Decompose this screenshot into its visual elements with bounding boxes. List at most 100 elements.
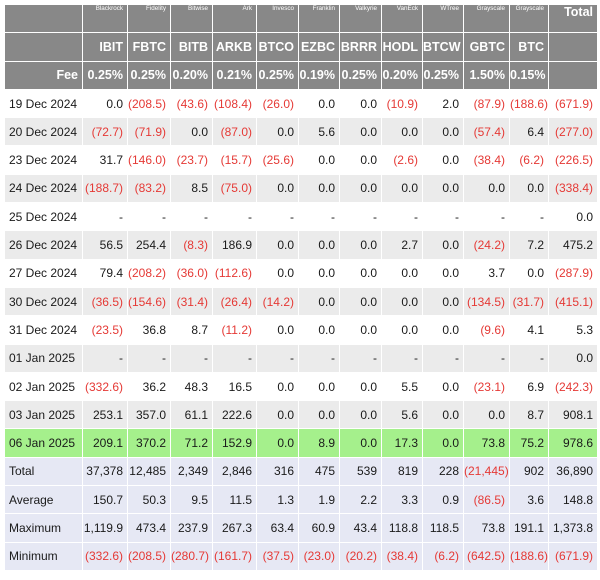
flow-cell: 0.0 — [464, 401, 509, 429]
flow-cell: 0.0 — [340, 174, 381, 203]
summary-cell: 902 — [510, 457, 548, 486]
flow-cell: 0.0 — [299, 372, 339, 401]
fee-cell: 1.50% — [464, 61, 509, 89]
flow-cell: 0.0 — [83, 89, 127, 118]
flow-cell: 0.0 — [382, 118, 422, 146]
flow-cell: 0.0 — [257, 231, 298, 259]
flow-cell: 2.0 — [423, 89, 463, 118]
table-row: 31 Dec 2024 (23.5) 36.8 8.7 (11.2) 0.0 0.0 0.0 0… — [5, 316, 597, 344]
fee-cell: 0.15% — [510, 61, 548, 89]
flow-cell: - — [128, 344, 170, 372]
issuer-header-cell: Franklin — [299, 5, 339, 33]
flow-cell: 0.0 — [299, 287, 339, 316]
summary-cell: 1,119.9 — [83, 514, 127, 542]
summary-cell: 60.9 — [299, 514, 339, 542]
summary-cell: (642.5) — [464, 542, 509, 570]
issuer-header-cell: Invesco — [257, 5, 298, 33]
flow-cell: 16.5 — [213, 372, 256, 401]
summary-cell: 2,349 — [171, 457, 212, 486]
flow-cell: - — [257, 344, 298, 372]
flow-cell: 209.1 — [83, 429, 127, 457]
flow-cell: 73.8 — [464, 429, 509, 457]
flow-cell: 152.9 — [213, 429, 256, 457]
flow-cell: 0.0 — [257, 118, 298, 146]
table-row: 30 Dec 2024 (36.5) (154.6) (31.4) (26.4) (14.… — [5, 287, 597, 316]
summary-cell: 11.5 — [213, 486, 256, 514]
flow-cell: 0.0 — [340, 146, 381, 174]
flow-cell: - — [510, 203, 548, 231]
flow-cell: 0.0 — [299, 89, 339, 118]
flow-cell: - — [257, 203, 298, 231]
flow-cell: 0.0 — [423, 316, 463, 344]
flow-cell: (36.0) — [171, 259, 212, 287]
row-date: 23 Dec 2024 — [5, 146, 82, 174]
summary-cell: 191.1 — [510, 514, 548, 542]
ticker-header-cell: IBIT — [83, 33, 127, 61]
flow-cell: 2.7 — [382, 231, 422, 259]
table-row: 03 Jan 2025 253.1 357.0 61.1 222.6 0.0 0.0 0.0 5… — [5, 401, 597, 429]
fee-cell: 0.25% — [423, 61, 463, 89]
issuer-header-cell: Grayscale — [464, 5, 509, 33]
ticker-header-cell: BITB — [171, 33, 212, 61]
flow-cell: - — [464, 344, 509, 372]
summary-cell: 237.9 — [171, 514, 212, 542]
flow-cell: 8.5 — [171, 174, 212, 203]
ticker-header-cell: GBTC — [464, 33, 509, 61]
summary-label: Average — [5, 486, 82, 514]
flow-cell: (15.7) — [213, 146, 256, 174]
flow-cell: 0.0 — [340, 401, 381, 429]
flow-cell: (10.9) — [382, 89, 422, 118]
flow-cell: (11.2) — [213, 316, 256, 344]
issuer-header-cell: Ark — [213, 5, 256, 33]
flow-cell: 79.4 — [83, 259, 127, 287]
table-row: 25 Dec 2024- - - - - - - - - - -0.0 — [5, 203, 597, 231]
ticker-header-cell: ARKB — [213, 33, 256, 61]
flow-cell: 186.9 — [213, 231, 256, 259]
flow-cell: (71.9) — [128, 118, 170, 146]
flow-cell: 0.0 — [382, 316, 422, 344]
flow-cell: 0.0 — [340, 372, 381, 401]
flow-cell: 0.0 — [382, 174, 422, 203]
flow-cell: 75.2 — [510, 429, 548, 457]
flow-cell: 0.0 — [340, 89, 381, 118]
summary-cell: (21,445) — [464, 457, 509, 486]
row-total-cell: 978.6 — [549, 429, 597, 457]
flow-cell: 31.7 — [83, 146, 127, 174]
table-row: 19 Dec 2024 0.0 (208.5) (43.6) (108.4) (26.0)… — [5, 89, 597, 118]
fee-label: Fee — [5, 61, 82, 89]
flow-cell: 6.4 — [510, 118, 548, 146]
flow-cell: 36.8 — [128, 316, 170, 344]
flow-cell: (134.5) — [464, 287, 509, 316]
flow-cell: (25.6) — [257, 146, 298, 174]
ticker-header-cell: BTC — [510, 33, 548, 61]
flow-cell: (38.4) — [464, 146, 509, 174]
flow-cell: 5.5 — [382, 372, 422, 401]
flow-cell: 0.0 — [340, 429, 381, 457]
summary-cell: 819 — [382, 457, 422, 486]
summary-cell: 118.5 — [423, 514, 463, 542]
flow-cell: 222.6 — [213, 401, 256, 429]
summary-cell: (86.5) — [464, 486, 509, 514]
flow-cell: - — [213, 344, 256, 372]
total-column-header: Total — [549, 5, 597, 33]
flow-cell: 36.2 — [128, 372, 170, 401]
flow-cell: (208.5) — [128, 89, 170, 118]
ticker-header-row: IBIT FBTC BITB ARKB BTCO EZBC BRRR HODL BTCW GBTC… — [5, 33, 597, 61]
issuer-header-cell: Blackrock — [83, 5, 127, 33]
summary-cell: (23.0) — [299, 542, 339, 570]
summary-cell: 150.7 — [83, 486, 127, 514]
flow-cell: - — [464, 203, 509, 231]
summary-row: Total 37,378 12,485 2,349 2,846 316 475 539 819 2… — [5, 457, 597, 486]
fee-cell: 0.25% — [83, 61, 127, 89]
flow-cell: 17.3 — [382, 429, 422, 457]
summary-cell: 2.2 — [340, 486, 381, 514]
flow-cell: 0.0 — [299, 174, 339, 203]
table-row: 27 Dec 2024 79.4 (208.2) (36.0) (112.6) 0.0 0.… — [5, 259, 597, 287]
summary-row: Minimum (332.6) (208.5) (280.7) (161.7) (37.5… — [5, 542, 597, 570]
flow-cell: (87.9) — [464, 89, 509, 118]
flow-cell: 5.6 — [382, 401, 422, 429]
flow-cell: (26.0) — [257, 89, 298, 118]
table-row: 02 Jan 2025 (332.6) 36.2 48.3 16.5 0.0 0.0 0.0 5… — [5, 372, 597, 401]
flow-cell: (57.4) — [464, 118, 509, 146]
ticker-header-cell: BTCO — [257, 33, 298, 61]
